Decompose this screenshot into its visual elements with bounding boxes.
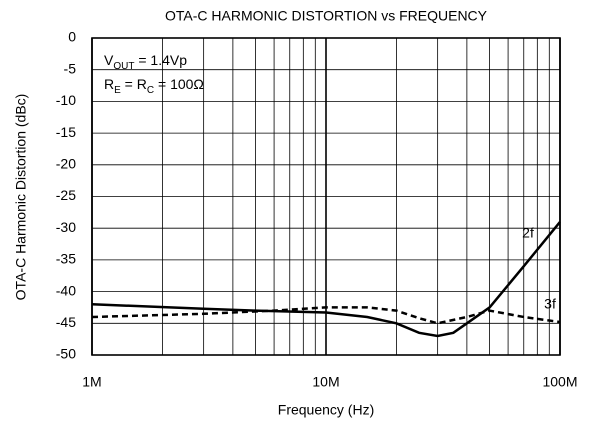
series-label: 3f bbox=[544, 296, 556, 312]
x-tick-label: 10M bbox=[312, 374, 339, 390]
subscript: OUT bbox=[113, 61, 134, 72]
annotation-text: = 100Ω bbox=[154, 76, 204, 92]
plot-frame bbox=[91, 37, 561, 356]
y-tick-label: -10 bbox=[56, 92, 76, 108]
y-tick-label: -40 bbox=[56, 282, 76, 298]
annotation-text: = 1.4Vp bbox=[134, 52, 187, 68]
y-tick-label: -50 bbox=[56, 346, 76, 362]
y-tick-label: -20 bbox=[56, 156, 76, 172]
y-tick-label: 0 bbox=[68, 29, 76, 45]
y-tick-label: -25 bbox=[56, 187, 76, 203]
annotation-text: = R bbox=[121, 76, 147, 92]
subscript: E bbox=[114, 85, 121, 96]
annotation: VOUT = 1.4Vp bbox=[104, 52, 187, 72]
y-axis-label: OTA-C Harmonic Distortion (dBc) bbox=[13, 94, 29, 301]
annotation: RE = RC = 100Ω bbox=[104, 76, 204, 96]
x-tick-label: 1M bbox=[82, 374, 101, 390]
chart-title: OTA-C HARMONIC DISTORTION vs FREQUENCY bbox=[165, 8, 488, 24]
y-tick-label: -45 bbox=[56, 314, 76, 330]
series-line bbox=[91, 306, 561, 325]
y-tick-label: -30 bbox=[56, 219, 76, 235]
y-tick-label: -5 bbox=[64, 60, 77, 76]
x-axis-label: Frequency (Hz) bbox=[278, 402, 374, 418]
series-label: 2f bbox=[522, 225, 534, 241]
annotation-text: V bbox=[104, 52, 114, 68]
x-tick-label: 100M bbox=[542, 374, 577, 390]
y-tick-label: -15 bbox=[56, 124, 76, 140]
annotation-text: R bbox=[104, 76, 114, 92]
y-tick-label: -35 bbox=[56, 251, 76, 267]
subscript: C bbox=[147, 85, 154, 96]
